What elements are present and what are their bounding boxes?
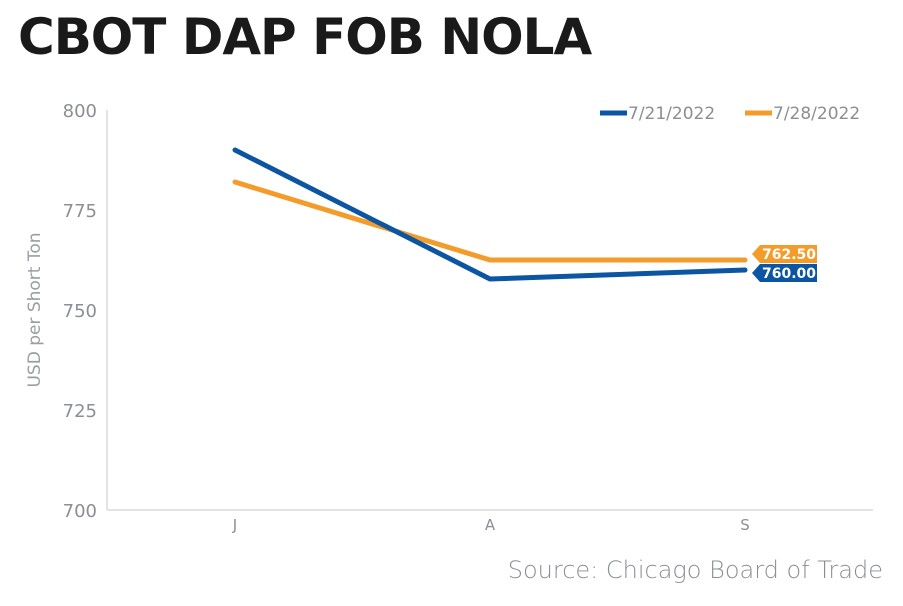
end-label: 762.50 [762, 247, 816, 263]
y-tick-label: 775 [63, 201, 97, 222]
end-labels: 760.00 762.50 [752, 245, 817, 282]
x-tick-label: S [740, 516, 750, 534]
y-tick-label: 800 [63, 101, 97, 122]
source-note: Source: Chicago Board of Trade [507, 556, 883, 584]
series-line-7/21/2022 [232, 147, 748, 282]
legend-label: 7/21/2022 [628, 104, 715, 124]
y-ticks: 700 725 750 775 800 [63, 101, 97, 522]
end-label: 760.00 [762, 266, 816, 282]
axes [106, 110, 873, 511]
y-axis-label: USD per Short Ton [25, 232, 45, 387]
y-tick-label: 700 [63, 501, 97, 522]
end-label-bg [752, 245, 817, 263]
end-label-bg [752, 264, 817, 282]
chart-title: CBOT DAP FOB NOLA [18, 8, 592, 66]
legend-label: 7/28/2022 [773, 104, 860, 124]
y-tick-label: 750 [63, 301, 97, 322]
series-lines [232, 147, 748, 282]
x-tick-label: J [232, 516, 237, 534]
series-line-7/28/2022 [232, 179, 748, 263]
x-tick-label: A [485, 516, 496, 534]
y-tick-label: 725 [63, 401, 97, 422]
legend: 7/21/2022 7/28/2022 [600, 104, 860, 124]
